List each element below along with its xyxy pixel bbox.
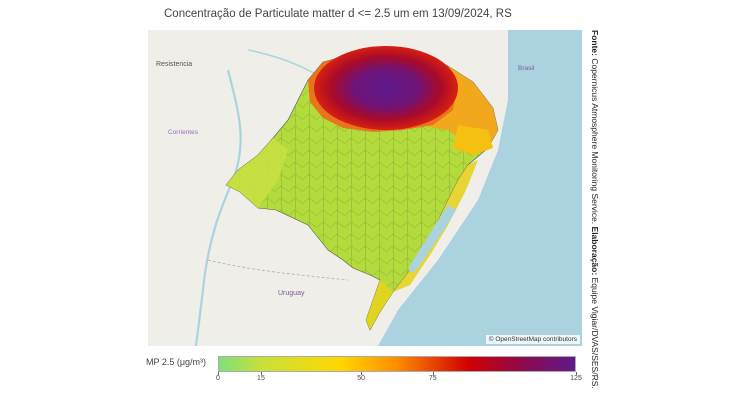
chart-title: Concentração de Particulate matter d <= … [164,8,512,20]
map-attribution[interactable]: © OpenStreetMap contributors [485,335,580,344]
colorbar-tick-label: 50 [357,375,366,382]
colorbar-tick-mark [576,372,577,375]
map-label-resistencia: Resistencia [156,61,192,68]
colorbar-tick-mark [260,372,262,375]
colorbar-tick-mark [432,372,434,375]
colorbar-tick-mark [361,372,363,375]
colorbar-gradient [218,356,576,372]
source-label: Fonte: [590,30,600,56]
river [194,69,242,346]
lagoon-overlay [408,205,456,272]
region-northeast [418,66,498,148]
colorbar-title: MP 2.5 (μg/m³) [146,357,207,367]
region-south-coast [366,280,393,330]
region-northeast-yellow [453,125,493,155]
map-label-brasil: Brasil [518,65,535,72]
colorbar-tick-label: 15 [257,375,265,382]
region-west [226,138,288,208]
elaboration-label: Elaboração: [590,226,600,276]
source-note: Fonte: Copernicus Atmosphere Monitoring … [588,30,600,389]
ocean [378,30,582,346]
region-north-hotspot [314,46,458,130]
border-line [207,259,349,281]
map-canvas[interactable]: Resistencia Corrientes Uruguay Brasil © … [148,30,582,346]
map-label-corrientes: Corrientes [168,129,199,136]
map-svg: Resistencia Corrientes Uruguay Brasil [148,30,582,346]
colorbar-tick-mark [218,372,219,375]
map-label-uruguay: Uruguay [278,290,305,297]
source-text: Copernicus Atmosphere Monitoring Service… [590,55,600,227]
colorbar-tick-label: 75 [428,375,437,382]
colorbar: MP 2.5 (μg/m³) 0 15 50 75 125 [0,350,730,400]
colorbar-tick-label: 0 [216,375,220,382]
colorbar-tick-label: 125 [570,375,582,382]
